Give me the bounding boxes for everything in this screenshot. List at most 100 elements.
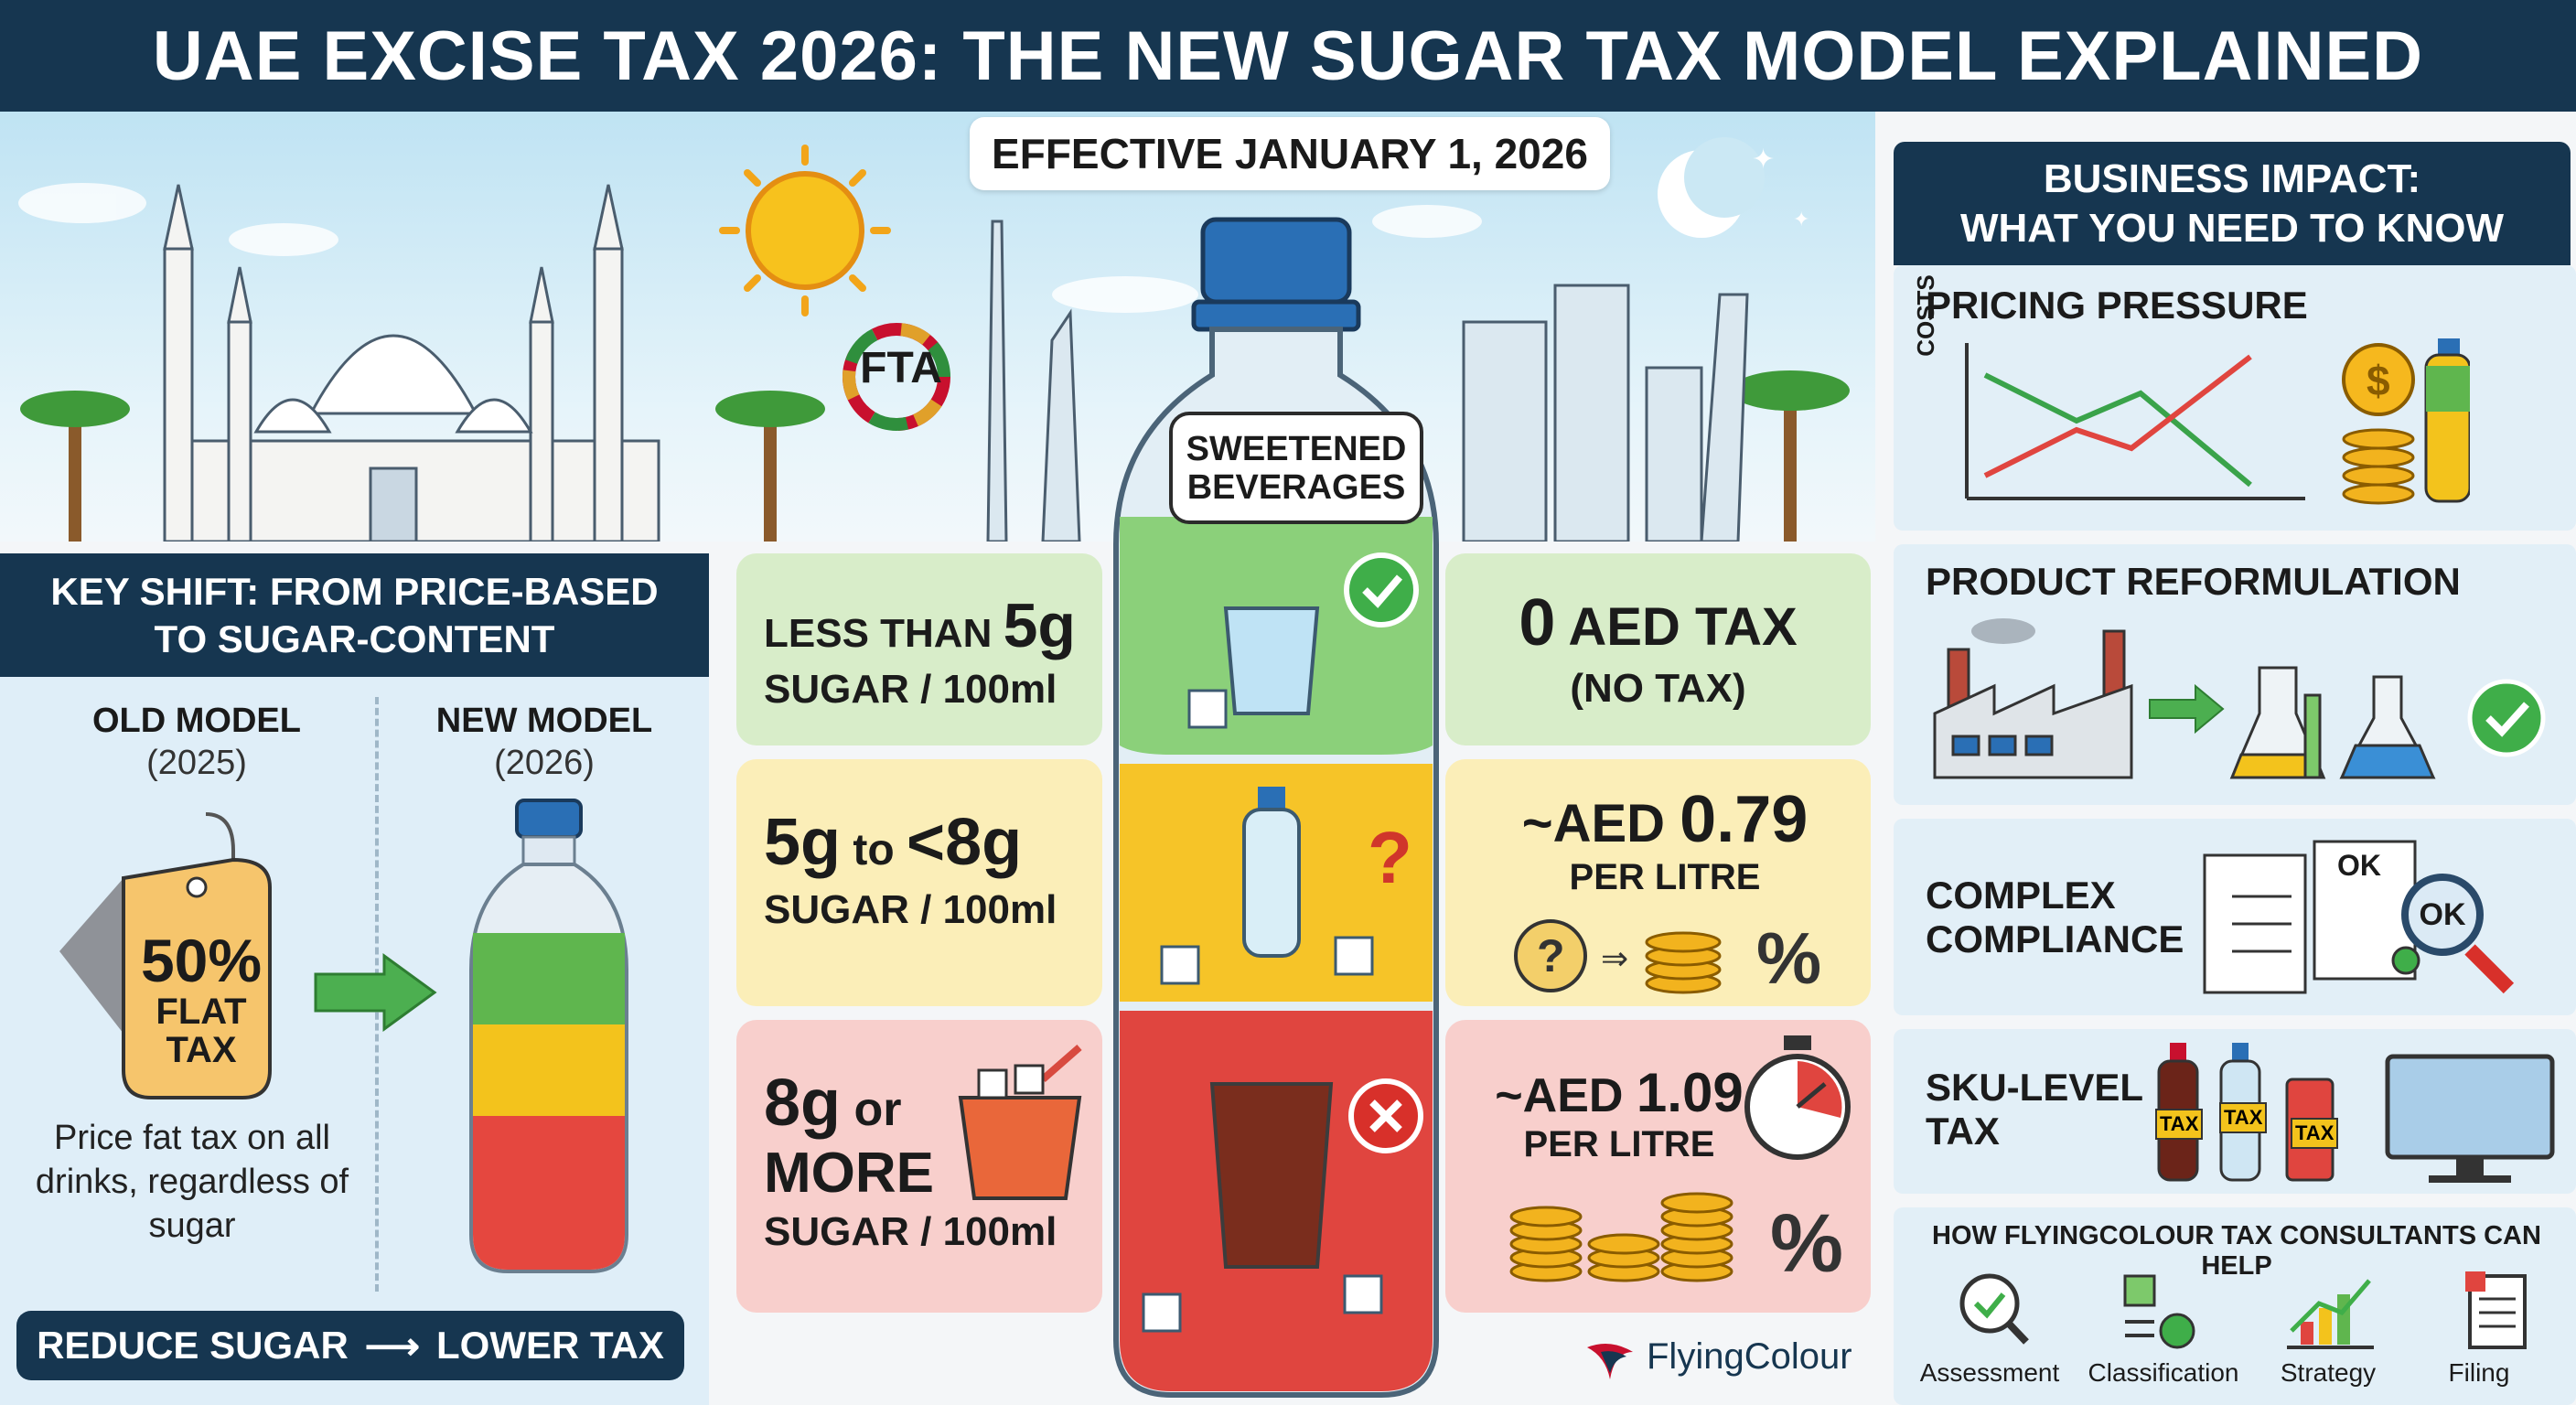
help-filing-label: Filing: [2448, 1358, 2510, 1387]
coins-icon: [1509, 1192, 1733, 1282]
bottle-label-line2: BEVERAGES: [1186, 467, 1406, 507]
tier-2-amount-low: 5g: [764, 806, 842, 879]
magnifier-icon: OK: [2401, 874, 2484, 956]
tier-3-amount-or: or: [841, 1083, 902, 1136]
key-shift-header: KEY SHIFT: FROM PRICE-BASED TO SUGAR-CON…: [0, 553, 709, 677]
percent-icon: %: [1770, 1198, 1843, 1290]
bird-logo-icon: [1587, 1344, 1633, 1379]
bottle-label: SWEETENED BEVERAGES: [1169, 412, 1423, 524]
svg-text:✦: ✦: [1752, 145, 1775, 175]
arrow-right-icon: [2149, 683, 2225, 735]
tier-1-right-bg: [1445, 553, 1871, 745]
sku-tax-tag-3: TAX: [2291, 1118, 2339, 1149]
factory-icon: [1933, 618, 2133, 779]
svg-text:?: ?: [1537, 930, 1565, 981]
tier-1-tax: 0 AED TAX (NO TAX): [1464, 585, 1852, 712]
product-reformulation-title: PRODUCT REFORMULATION: [1926, 560, 2461, 603]
arrow-right-icon: [314, 953, 437, 1032]
tier-3-tax-prefix: ~AED: [1495, 1069, 1637, 1122]
price-tag-icon: [59, 812, 272, 1099]
fta-label: FTA: [860, 344, 942, 392]
new-model-title: NEW MODEL: [435, 702, 653, 740]
tier-1-tax-sub: (NO TAX): [1570, 666, 1746, 711]
tier-2-tax: ~AED 0.79 PER LITRE: [1482, 782, 1848, 898]
key-shift-title-line2: TO SUGAR-CONTENT: [154, 617, 555, 660]
monitor-icon: [2385, 1054, 2555, 1183]
costs-axis-label: COSTS: [1912, 256, 1940, 375]
question-circle-icon: ?: [1514, 919, 1587, 992]
city-towers: [986, 220, 1749, 542]
costs-axis-text: COSTS: [1912, 274, 1939, 357]
tier-2-amount-high: <8g: [907, 806, 1023, 879]
pricing-pressure-title: PRICING PRESSURE: [1926, 284, 2308, 327]
percent-icon: %: [1756, 917, 1821, 997]
document-icon: [2203, 840, 2420, 994]
brand-logo: FlyingColour: [1583, 1325, 1875, 1389]
svg-text:⇒: ⇒: [1601, 939, 1628, 977]
flask-icon: [2229, 666, 2436, 779]
bottle-label-line1: SWEETENED: [1186, 429, 1407, 468]
clouds: [18, 183, 1482, 313]
check-circle-icon: [2467, 679, 2546, 757]
lower-tax-label: LOWER TAX: [436, 1324, 664, 1367]
tier-2-tax-value: 0.79: [1680, 783, 1809, 856]
small-bottle-icon: [1242, 787, 1301, 958]
reduce-sugar-banner: REDUCE SUGAR ⟶ LOWER TAX: [16, 1311, 684, 1380]
business-head-line2: WHAT YOU NEED TO KNOW: [1960, 205, 2504, 251]
tier-1-left-bg: [736, 553, 1102, 745]
help-assessment-label: Assessment: [1919, 1358, 2060, 1387]
tag-percent: 50%: [140, 927, 263, 994]
help-strategy-label: Strategy: [2280, 1358, 2377, 1387]
reduce-sugar-label: REDUCE SUGAR: [37, 1324, 349, 1367]
dollar-coin-icon: $: [2342, 343, 2415, 505]
compliance-line1: COMPLEX: [1926, 874, 2116, 917]
compliance-line2: COMPLIANCE: [1926, 917, 2184, 960]
mosque-illustration: [163, 184, 660, 542]
page-title: UAE EXCISE TAX 2026: THE NEW SUGAR TAX M…: [0, 0, 2576, 112]
effective-date-badge: EFFECTIVE JANUARY 1, 2026: [970, 117, 1610, 190]
tier-1-tax-value: 0: [1519, 586, 1556, 660]
sku-line2: TAX: [1926, 1110, 2000, 1153]
tier-3-icons: %: [1509, 1192, 1843, 1290]
help-classification-label: Classification: [2088, 1358, 2239, 1387]
sku-level-tax-title: SKU-LEVEL TAX: [1926, 1066, 2143, 1153]
soda-glass-icon: [1209, 1082, 1334, 1269]
tier-2-left-bg: [736, 759, 1102, 1006]
stopwatch-icon: [1744, 1035, 1851, 1160]
sun-icon: [719, 145, 891, 316]
moon-icon: ✦ ✦: [1658, 137, 1809, 238]
sku-tax-tag-1: TAX: [2155, 1109, 2204, 1140]
tier-3-amount: 8g or MORE SUGAR / 100ml: [764, 1066, 1057, 1255]
complex-compliance-title: COMPLEX COMPLIANCE: [1926, 874, 2184, 961]
tier-1-tax-unit: AED TAX: [1555, 597, 1798, 657]
tag-line1: FLAT: [156, 992, 247, 1032]
classification-icon: [2123, 1274, 2195, 1349]
cross-icon: [1348, 1078, 1423, 1153]
question-icon: ?: [1368, 817, 1412, 898]
filing-icon: [2465, 1271, 2527, 1349]
tier-1-amount-prefix: LESS THAN: [764, 611, 1004, 656]
old-model-year: (2025): [146, 744, 247, 782]
ok-label-2: OK: [2419, 896, 2466, 932]
sugar-cubes: [1142, 689, 1383, 1333]
soda-cup-icon: [958, 1044, 1082, 1200]
tier-3-amount-value: 8g: [764, 1067, 842, 1140]
center-bottle-illustration: ?: [1113, 217, 1439, 1398]
strategy-icon: [2287, 1279, 2374, 1349]
tier-2-tax-prefix: ~AED: [1521, 794, 1680, 853]
tier-2-tax-sub: PER LITRE: [1569, 857, 1761, 897]
tag-line2: TAX: [166, 1030, 237, 1070]
check-icon: [1344, 552, 1419, 627]
water-glass-icon: [1223, 606, 1320, 715]
tag-text: 50% FLAT TAX: [128, 928, 274, 1069]
ok-label-1: OK: [2337, 849, 2381, 882]
tier-3-tax: ~AED 1.09 PER LITRE: [1473, 1061, 1766, 1165]
bottle-icon: [2424, 338, 2470, 503]
tier-2-amount: 5g to <8g SUGAR / 100ml: [764, 805, 1093, 933]
tier-3-tax-sub: PER LITRE: [1523, 1124, 1715, 1164]
svg-text:$: $: [2367, 357, 2390, 404]
old-model-description: Price fat tax on all drinks, regardless …: [35, 1119, 349, 1245]
help-title: HOW FLYINGCOLOUR TAX CONSULTANTS CAN HEL…: [1932, 1221, 2541, 1281]
palm-trees: [20, 370, 1850, 542]
tier-3-unit: SUGAR / 100ml: [764, 1209, 1057, 1254]
